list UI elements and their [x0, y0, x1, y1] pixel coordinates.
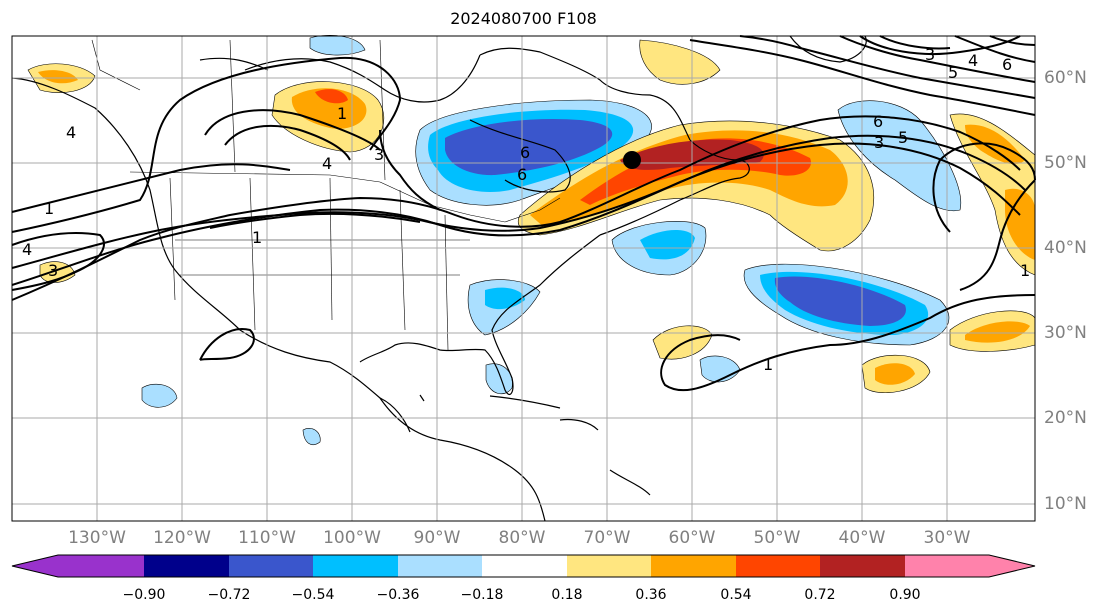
colorbar-tick-label: 0.54 [720, 587, 752, 603]
colorbar-tick-label: −0.18 [460, 587, 504, 603]
longitude-label: 40°W [838, 528, 886, 548]
colorbar-tick-label: 0.18 [551, 587, 583, 603]
longitude-label: 130°W [68, 528, 126, 548]
colorbar-extend-low [12, 555, 58, 577]
contour-label: 1 [44, 199, 54, 218]
graticule [12, 36, 1035, 521]
colorbar-bin [229, 555, 313, 577]
colorbar-bin [144, 555, 229, 577]
storm-center-dot [623, 151, 641, 169]
colorbar-extend-high [989, 555, 1035, 577]
contour-label: 4 [322, 154, 332, 173]
longitude-label: 50°W [753, 528, 801, 548]
contour-label: 1 [252, 228, 262, 247]
contour-labels: 1 3 4 6 1 4 1 3 1 3 4 5 6 3 5 6 1 4 6 [22, 45, 1030, 374]
contour-label: 3 [925, 45, 935, 64]
contour-label: 3 [48, 261, 58, 280]
latitude-label: 40°N [1044, 238, 1087, 258]
contour-label: 5 [948, 63, 958, 82]
latitude-label: 20°N [1044, 408, 1087, 428]
country-borders [91, 39, 561, 351]
longitude-label: 100°W [323, 528, 381, 548]
contour-label: 5 [898, 128, 908, 147]
height-contours [11, 35, 1036, 392]
contour-label: 1 [1020, 261, 1030, 280]
longitude-label: 90°W [413, 528, 461, 548]
colorbar-bin [820, 555, 905, 577]
latitude-label: 60°N [1044, 68, 1087, 88]
longitude-label: 120°W [153, 528, 211, 548]
longitude-label: 60°W [668, 528, 716, 548]
longitude-label: 80°W [498, 528, 546, 548]
contour-label: 6 [520, 143, 530, 162]
latitude-label: 50°N [1044, 153, 1087, 173]
colorbar-tick-label: 0.90 [889, 587, 921, 603]
colorbar-bin [398, 555, 482, 577]
latitude-label: 30°N [1044, 323, 1087, 343]
contour-label: 4 [22, 240, 32, 259]
longitude-label: 70°W [583, 528, 631, 548]
colorbar-tick-label: −0.54 [291, 587, 335, 603]
colorbar-bin [736, 555, 820, 577]
colorbar [11, 554, 1036, 578]
map-frame [11, 35, 1036, 522]
colorbar-bin [567, 555, 651, 577]
colorbar-bin [313, 555, 398, 577]
contour-label: 6 [873, 112, 883, 131]
contour-label: 4 [968, 51, 978, 70]
longitude-label: 30°W [923, 528, 971, 548]
colorbar-tick-label: −0.36 [376, 587, 420, 603]
contour-label: 6 [517, 165, 527, 184]
colorbar-bin [482, 555, 567, 577]
colorbar-bin [651, 555, 736, 577]
contour-label: 4 [66, 123, 76, 142]
contour-label: 3 [874, 133, 884, 152]
contour-label: 1 [337, 104, 347, 123]
contour-label: 1 [763, 355, 773, 374]
colorbar-tick-label: 0.36 [635, 587, 667, 603]
colorbar-tick-label: 0.72 [804, 587, 836, 603]
colorbar-tick-label: −0.90 [122, 587, 166, 603]
contour-label: 3 [374, 145, 384, 164]
colorbar-tick-label: −0.72 [207, 587, 251, 603]
colorbar-bin [905, 555, 989, 577]
map-title: 2024080700 F108 [450, 9, 597, 28]
colorbar-bin [58, 555, 144, 577]
latitude-label: 10°N [1044, 494, 1087, 514]
colorbar-outline [11, 554, 1036, 578]
coastlines [11, 35, 867, 522]
contour-label: 6 [1002, 55, 1012, 74]
longitude-label: 110°W [238, 528, 296, 548]
